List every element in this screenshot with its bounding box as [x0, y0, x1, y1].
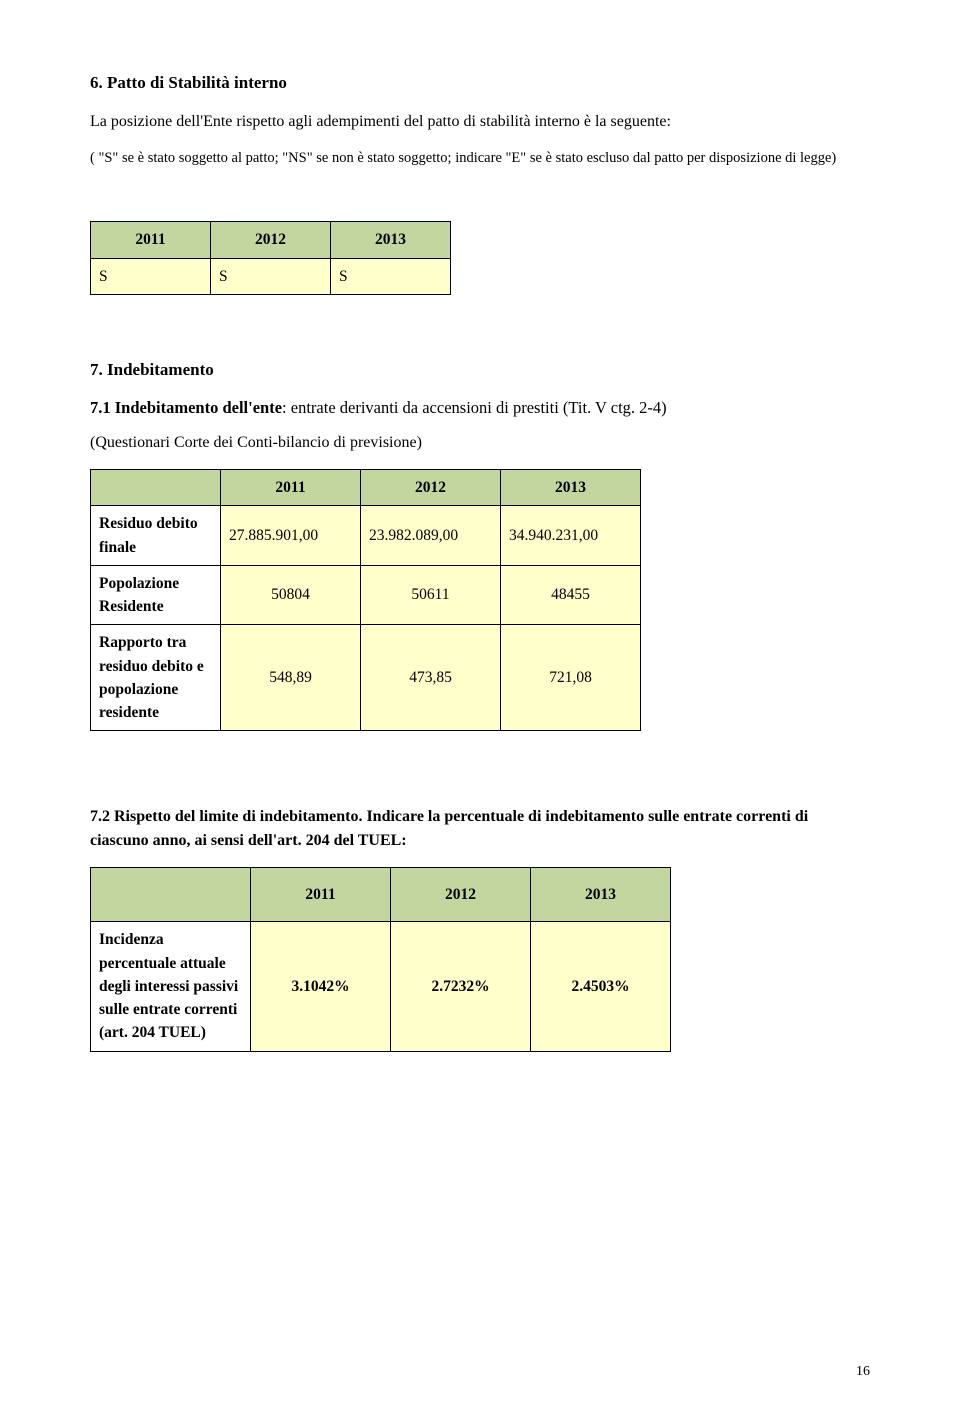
sec71-sub-bold: 7.1 Indebitamento dell'ente: [90, 398, 282, 417]
row-label: Popolazione Residente: [91, 565, 221, 625]
td-val: 34.940.231,00: [501, 506, 641, 566]
sec71-note: (Questionari Corte dei Conti-bilancio di…: [90, 431, 870, 455]
sec7-title: 7. Indebitamento: [90, 357, 870, 383]
table-indebitamento: 2011 2012 2013 Residuo debito finale 27.…: [90, 469, 641, 731]
td-val: S: [211, 258, 331, 294]
td-val: 721,08: [501, 625, 641, 731]
row-label: Rapporto tra residuo debito e popolazion…: [91, 625, 221, 731]
th-blank: [91, 470, 221, 506]
th-year: 2013: [331, 222, 451, 258]
page-number: 16: [856, 1361, 870, 1382]
sec72-sub-bold: 7.2 Rispetto del limite di indebitamento…: [90, 808, 362, 825]
td-val: 23.982.089,00: [361, 506, 501, 566]
sec6-lead: La posizione dell'Ente rispetto agli ade…: [90, 110, 870, 134]
sec71-sub-rest: : entrate derivanti da accensioni di pre…: [282, 398, 667, 417]
th-year: 2011: [251, 868, 391, 922]
th-year: 2012: [361, 470, 501, 506]
td-val: S: [331, 258, 451, 294]
td-val: 548,89: [221, 625, 361, 731]
th-year: 2011: [221, 470, 361, 506]
sec6-note: ( "S" se è stato soggetto al patto; "NS"…: [90, 148, 870, 170]
td-val: 2.4503%: [531, 922, 671, 1051]
td-val: 50611: [361, 565, 501, 625]
td-val: 27.885.901,00: [221, 506, 361, 566]
td-val: S: [91, 258, 211, 294]
th-year: 2013: [531, 868, 671, 922]
sec72-sub: 7.2 Rispetto del limite di indebitamento…: [90, 805, 870, 853]
row-label: Residuo debito finale: [91, 506, 221, 566]
td-val: 2.7232%: [391, 922, 531, 1051]
sec6-title: 6. Patto di Stabilità interno: [90, 70, 870, 96]
td-val: 50804: [221, 565, 361, 625]
table-patto-years: 2011 2012 2013 S S S: [90, 221, 451, 295]
sec71-sub: 7.1 Indebitamento dell'ente: entrate der…: [90, 396, 870, 421]
row-label: Incidenza percentuale attuale degli inte…: [91, 922, 251, 1051]
th-year: 2012: [391, 868, 531, 922]
th-year: 2013: [501, 470, 641, 506]
th-blank: [91, 868, 251, 922]
td-val: 473,85: [361, 625, 501, 731]
table-limite-indebitamento: 2011 2012 2013 Incidenza percentuale att…: [90, 867, 671, 1051]
th-year: 2011: [91, 222, 211, 258]
td-val: 48455: [501, 565, 641, 625]
th-year: 2012: [211, 222, 331, 258]
td-val: 3.1042%: [251, 922, 391, 1051]
